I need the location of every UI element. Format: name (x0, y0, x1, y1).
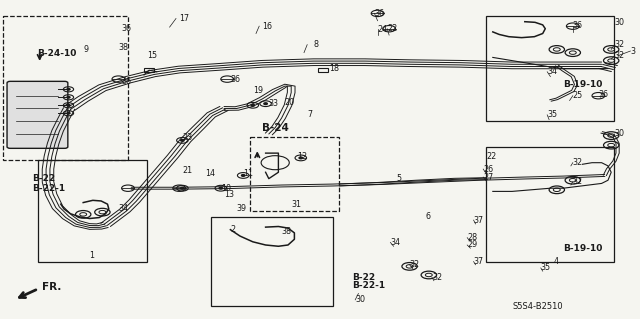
Text: 39: 39 (237, 204, 247, 213)
Text: 21: 21 (182, 166, 193, 175)
Text: B-24: B-24 (262, 122, 289, 133)
Text: S5S4-B2510: S5S4-B2510 (512, 302, 563, 311)
Text: 8: 8 (314, 40, 319, 49)
Text: 36: 36 (122, 24, 132, 33)
Text: 33: 33 (269, 99, 279, 108)
Text: 15: 15 (147, 51, 157, 60)
Circle shape (180, 187, 184, 189)
Text: 22: 22 (486, 152, 497, 161)
Text: 37: 37 (474, 257, 484, 266)
Text: 3: 3 (630, 47, 636, 56)
Text: 2: 2 (230, 225, 236, 234)
Text: 37: 37 (474, 216, 484, 225)
Circle shape (241, 174, 245, 176)
Text: 31: 31 (291, 200, 301, 209)
Text: B-19-10: B-19-10 (563, 80, 603, 89)
Text: 26: 26 (483, 165, 493, 174)
Circle shape (251, 104, 255, 106)
Text: 5: 5 (397, 174, 402, 183)
Text: 9: 9 (83, 45, 88, 54)
Text: 36: 36 (230, 75, 241, 84)
Text: 18: 18 (330, 64, 340, 73)
Bar (3, 16, 128, 160)
Text: 30: 30 (614, 18, 625, 27)
Text: 16: 16 (262, 22, 273, 31)
Text: 28: 28 (467, 233, 477, 242)
Text: 1: 1 (90, 251, 95, 260)
Text: 19: 19 (253, 86, 263, 95)
Text: B-22-1: B-22-1 (352, 281, 385, 290)
Text: 22: 22 (387, 24, 397, 33)
Text: B-19-10: B-19-10 (563, 244, 603, 253)
Text: 36: 36 (598, 90, 609, 99)
Circle shape (264, 103, 268, 105)
Text: 13: 13 (224, 190, 234, 199)
Text: 12: 12 (298, 152, 308, 161)
Text: 17: 17 (179, 14, 189, 23)
Bar (144, 68, 154, 72)
Text: 20: 20 (285, 98, 295, 107)
Text: FR.: FR. (42, 282, 61, 292)
Bar (211, 217, 333, 306)
Circle shape (299, 157, 303, 159)
Text: 29: 29 (467, 241, 477, 249)
Text: 35: 35 (541, 263, 551, 272)
Text: 6: 6 (426, 212, 431, 221)
Circle shape (219, 187, 223, 189)
Text: 32: 32 (614, 51, 625, 60)
Text: 36: 36 (374, 9, 385, 18)
Circle shape (67, 89, 70, 90)
Text: 36: 36 (573, 21, 583, 30)
Text: 23: 23 (182, 133, 193, 142)
Text: B-22-1: B-22-1 (32, 184, 65, 193)
Text: 30: 30 (614, 130, 625, 138)
Text: 34: 34 (547, 67, 557, 76)
Text: 32: 32 (432, 273, 442, 282)
Text: 14: 14 (205, 169, 215, 178)
Bar (318, 68, 328, 72)
Bar (250, 137, 339, 211)
Circle shape (67, 105, 70, 106)
Text: 38: 38 (282, 227, 292, 236)
Text: 10: 10 (221, 184, 231, 193)
Text: 35: 35 (547, 110, 557, 119)
Text: 36: 36 (122, 77, 132, 86)
Text: B-22: B-22 (32, 174, 55, 183)
Text: 4: 4 (554, 257, 559, 266)
Bar (486, 147, 614, 262)
Text: 11: 11 (243, 169, 253, 178)
Bar (486, 16, 614, 121)
Text: 38: 38 (118, 43, 129, 52)
Text: B-22: B-22 (352, 273, 375, 282)
Text: 32: 32 (573, 158, 583, 167)
Text: 32: 32 (573, 177, 583, 186)
Text: 34: 34 (390, 238, 401, 247)
Circle shape (67, 97, 70, 98)
Text: 24: 24 (378, 25, 388, 34)
Bar (38, 160, 147, 262)
Text: 30: 30 (355, 295, 365, 304)
Text: 25: 25 (573, 91, 583, 100)
FancyBboxPatch shape (7, 81, 68, 148)
Text: 7: 7 (307, 110, 312, 119)
Circle shape (180, 139, 184, 141)
Text: 34: 34 (118, 204, 129, 213)
Circle shape (67, 113, 70, 114)
Text: 27: 27 (483, 173, 493, 182)
Text: 32: 32 (410, 260, 420, 269)
Text: B-24-10: B-24-10 (37, 49, 77, 58)
Text: 32: 32 (614, 40, 625, 49)
